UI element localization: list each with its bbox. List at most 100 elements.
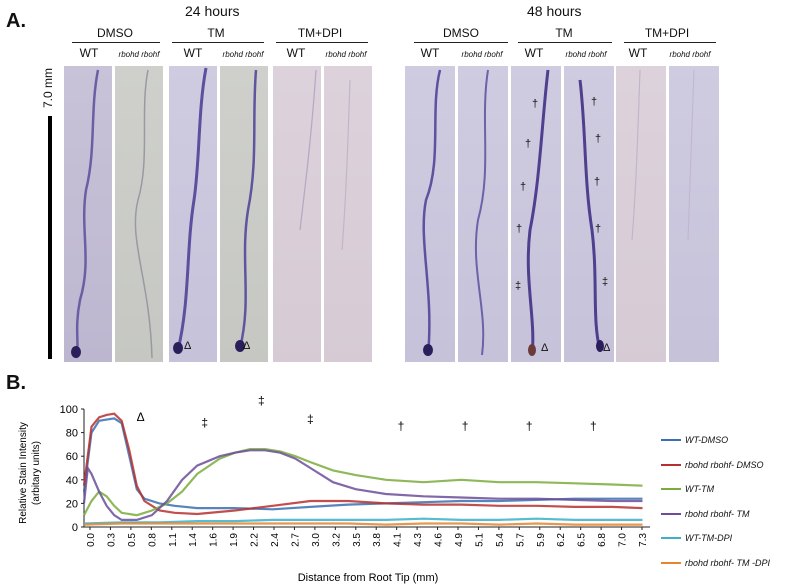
x-tick-label: 3.8 xyxy=(372,533,383,547)
x-tick-label: 4.9 xyxy=(454,533,465,547)
legend-swatch xyxy=(661,512,681,515)
legend-swatch xyxy=(661,463,681,466)
line-chart: 0 20 40 60 80 100 0.0 0.3 0.5 0.8 1.1 1.4 1.6 1.9 2.2 2… xyxy=(18,395,650,584)
root-strip xyxy=(458,66,508,362)
y-tick-label: 0 xyxy=(72,522,78,534)
root xyxy=(687,69,695,241)
series-line-1 xyxy=(82,412,643,516)
dagger-mark: † xyxy=(516,223,523,235)
x-tick-label: 1.1 xyxy=(168,533,179,547)
panel-b-letter: B. xyxy=(6,372,26,394)
col-label-rbohd-rbohf: rbohd rbohf xyxy=(325,50,367,59)
legend-swatch xyxy=(661,537,681,540)
legend-label: rbohd rbohf- DMSO xyxy=(685,459,764,470)
x-tick-label: 4.3 xyxy=(413,533,424,547)
x-tick-label: 5.4 xyxy=(495,533,506,547)
chart-annotation: † xyxy=(462,419,469,433)
x-tick-label: 4.6 xyxy=(434,533,445,547)
legend-label: WT-DMSO xyxy=(685,435,729,446)
group-line-tmdpi-24h xyxy=(276,42,368,43)
x-tick-label: 2.4 xyxy=(270,533,281,547)
y-axis-label: Relative Stain Intensity xyxy=(18,422,29,524)
chart-annotation: ‡ xyxy=(258,395,265,407)
panel-a-letter: A. xyxy=(6,10,26,32)
root xyxy=(134,69,153,359)
group-label-dmso-48h: DMSO xyxy=(443,26,479,40)
x-tick-label: 6.8 xyxy=(597,533,608,547)
group-label-tm-48h: TM xyxy=(555,26,573,40)
y-tick-label: 40 xyxy=(66,475,78,487)
series-line-5 xyxy=(83,522,643,526)
x-tick-label: 0.0 xyxy=(86,533,97,547)
x-axis-label: Distance from Root Tip (mm) xyxy=(298,572,439,584)
series-line-2 xyxy=(83,447,643,517)
root xyxy=(299,69,317,231)
legend-label: WT-TM xyxy=(685,484,715,495)
root xyxy=(341,79,351,251)
y-tick-label: 80 xyxy=(66,428,78,440)
col-label-wt: WT xyxy=(79,46,99,60)
group-line-dmso-48h xyxy=(414,42,508,43)
ddagger-mark: ‡ xyxy=(515,280,522,292)
col-label-rbohd-rbohf: rbohd rbohf xyxy=(565,50,607,59)
y-axis-label-units: (arbitary units) xyxy=(31,441,42,505)
x-tick-label: 7.0 xyxy=(618,533,629,547)
group-label-dmso-24h: DMSO xyxy=(97,26,133,40)
col-label-rbohd-rbohf: rbohd rbohf xyxy=(669,50,711,59)
legend-item: WT-TM-DPI xyxy=(661,526,797,551)
col-label-wt: WT xyxy=(628,46,648,60)
legend-swatch xyxy=(661,488,681,491)
dagger-mark: † xyxy=(525,138,532,150)
chart-annotation: † xyxy=(590,419,597,433)
col-label-rbohd-rbohf: rbohd rbohf xyxy=(222,50,264,59)
root-tip xyxy=(596,340,604,352)
ddagger-mark: ‡ xyxy=(602,276,609,288)
x-tick-label: 4.1 xyxy=(393,533,404,547)
x-tick-label: 5.7 xyxy=(515,533,526,547)
col-label-rbohd-rbohf: rbohd rbohf xyxy=(118,50,160,59)
x-tick-label: 1.6 xyxy=(209,533,220,547)
legend-item: rbohd rbohf- DMSO xyxy=(661,453,797,478)
root xyxy=(578,79,602,351)
root-strip xyxy=(115,66,163,362)
y-tick-label: 60 xyxy=(66,451,78,463)
group-line-dmso-24h xyxy=(72,42,160,43)
series-line-0 xyxy=(82,417,643,511)
x-tick-label: 2.7 xyxy=(290,533,301,547)
series-line-3 xyxy=(82,449,643,522)
root xyxy=(631,69,641,241)
root-strip xyxy=(669,66,719,362)
col-label-rbohd-rbohf: rbohd rbohf xyxy=(461,50,503,59)
chart-annotation: † xyxy=(398,419,405,433)
root xyxy=(74,69,100,359)
dagger-mark: † xyxy=(532,98,539,110)
root-tip xyxy=(528,344,536,356)
x-tick-label: 5.1 xyxy=(474,533,485,547)
root xyxy=(526,69,550,356)
root-strip xyxy=(64,66,112,362)
x-tick-label: 0.3 xyxy=(106,533,117,547)
y-tick-label: 20 xyxy=(66,498,78,510)
root-tip xyxy=(235,340,245,352)
series-line-4 xyxy=(83,517,643,525)
group-label-tmdpi-48h: TM+DPI xyxy=(644,26,690,40)
root-strip xyxy=(511,66,561,362)
col-label-wt: WT xyxy=(286,46,306,60)
col-label-wt: WT xyxy=(183,46,203,60)
triangle-mark: Δ xyxy=(243,340,251,352)
legend: WT-DMSO rbohd rbohf- DMSO WT-TM rbohd rbohf… xyxy=(661,428,797,575)
y-tick-label: 100 xyxy=(60,404,78,416)
root xyxy=(176,67,208,351)
group-line-tmdpi-48h xyxy=(624,42,716,43)
x-tick-label: 7.3 xyxy=(638,533,649,547)
root-tip xyxy=(423,344,433,356)
group-line-tm-48h xyxy=(518,42,612,43)
root xyxy=(238,69,258,349)
group-label-tmdpi-24h: TM+DPI xyxy=(297,26,343,40)
legend-item: rbohd rbohf- TM -DPI xyxy=(661,551,797,576)
chart-annotation: Δ xyxy=(137,410,145,424)
root-tip xyxy=(71,346,81,358)
dagger-mark: † xyxy=(595,133,602,145)
triangle-mark: Δ xyxy=(603,342,611,354)
legend-item: WT-TM xyxy=(661,477,797,502)
